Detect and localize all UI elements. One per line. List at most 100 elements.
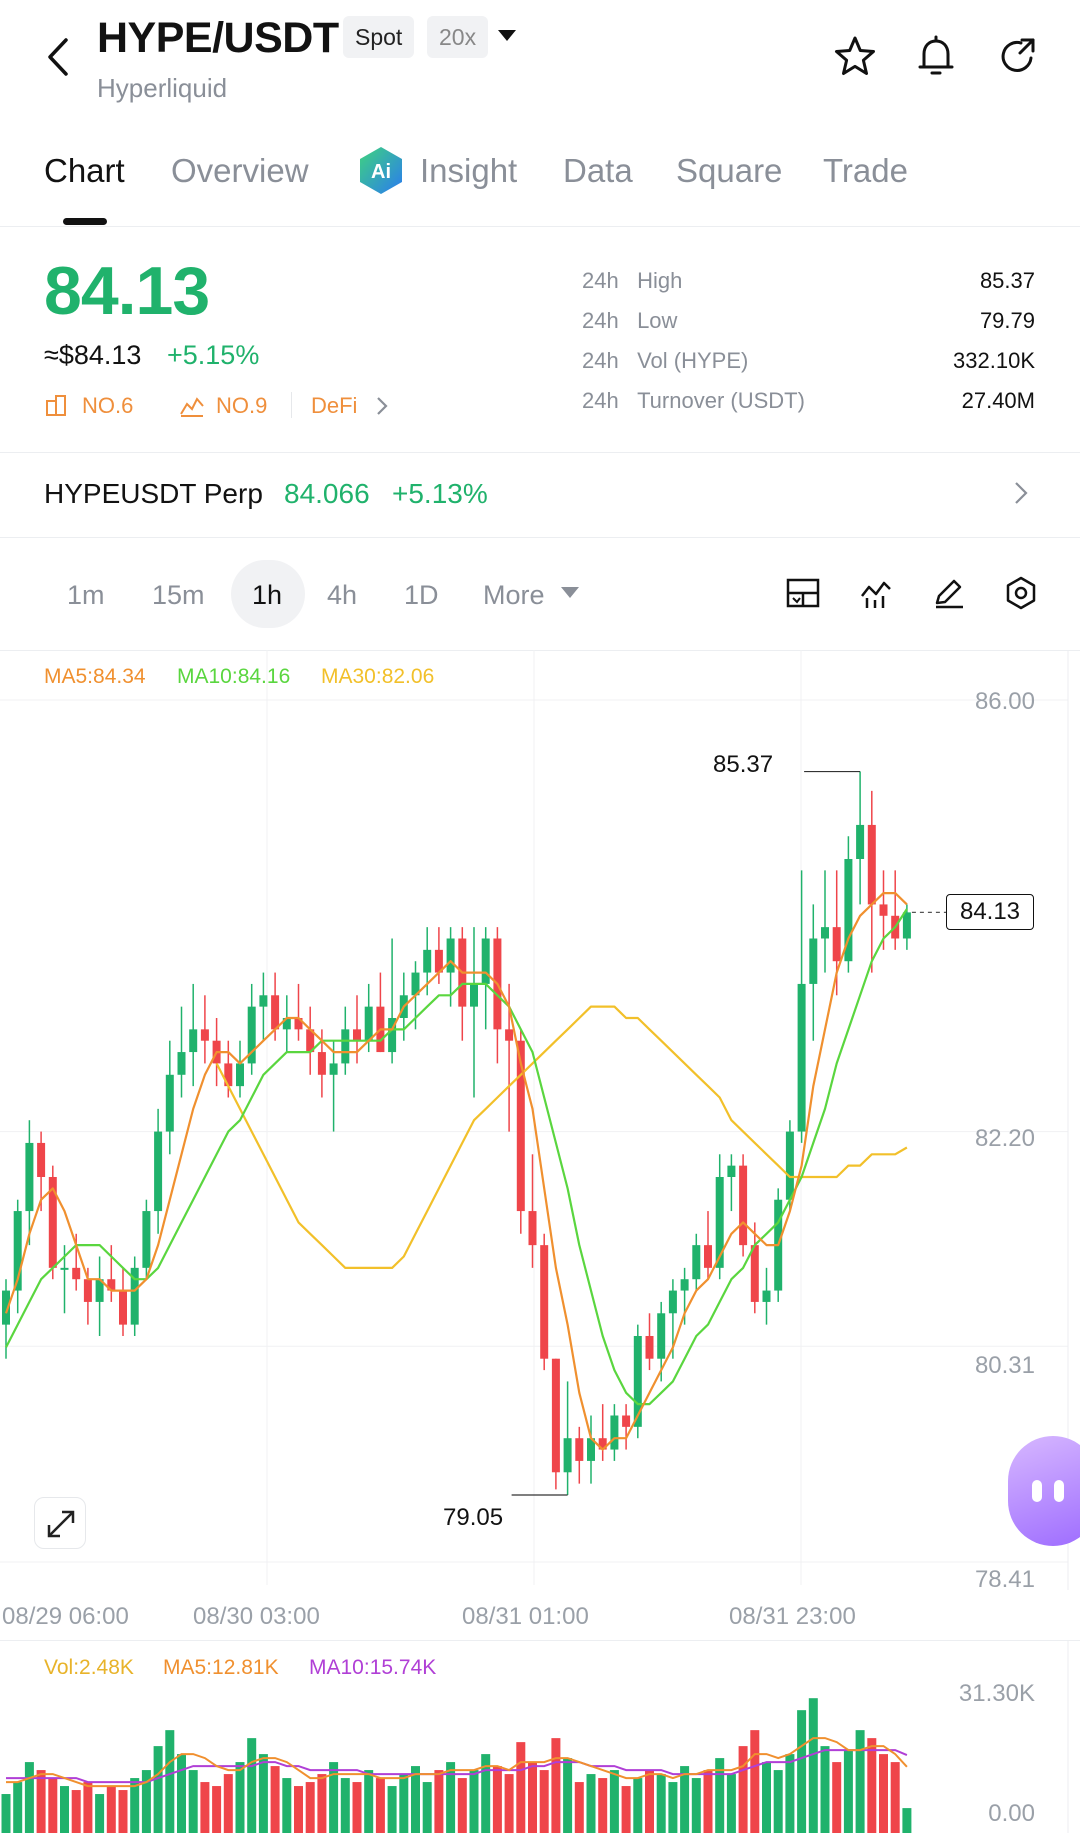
candle-body (224, 1063, 233, 1087)
exchange-subtitle: Hyperliquid (97, 73, 228, 103)
expand-icon (47, 1510, 75, 1538)
volume-bar (48, 1778, 58, 1833)
timeframe-active-bg (231, 560, 305, 628)
fullscreen-button[interactable] (34, 1497, 86, 1549)
candle-body (13, 1211, 22, 1291)
timeframe-4h[interactable]: 4h (327, 580, 358, 610)
last-price-tag: 84.13 (946, 894, 1034, 930)
share-button[interactable] (995, 34, 1039, 78)
rank-volume[interactable]: NO.9 (216, 393, 268, 418)
candle-body (165, 1074, 174, 1132)
active-tab-indicator (63, 218, 107, 225)
chevron-right-icon[interactable] (1013, 480, 1029, 506)
volume-bar (422, 1782, 432, 1833)
category-tag[interactable]: DeFi (311, 393, 358, 418)
market-type-badge[interactable]: Spot (343, 16, 415, 58)
volume-bar (574, 1782, 584, 1833)
perp-name[interactable]: HYPEUSDT Perp (44, 478, 263, 509)
candle-body (446, 938, 455, 973)
candle-body (809, 938, 818, 984)
volume-bar (539, 1770, 549, 1833)
volume-bar (106, 1786, 116, 1833)
volume-bar (703, 1770, 713, 1833)
alert-button[interactable] (914, 34, 958, 78)
candle-body (142, 1211, 151, 1268)
timeframe-15m[interactable]: 15m (152, 580, 205, 610)
candle-body (563, 1438, 572, 1473)
indicator-icon (786, 578, 820, 608)
volume-bar (528, 1762, 537, 1833)
favorite-button[interactable] (833, 34, 877, 78)
vol-ma10-legend: MA10:15.74K (309, 1656, 437, 1679)
candle-body (388, 1017, 397, 1053)
tab-trade[interactable]: Trade (823, 152, 908, 189)
volume-bar (621, 1786, 631, 1833)
ma30-line (215, 1005, 908, 1270)
tab-square[interactable]: Square (676, 152, 783, 189)
volume-bar (282, 1778, 292, 1833)
volume-bar (457, 1778, 467, 1833)
candle-body (25, 1142, 34, 1212)
divider (0, 226, 1080, 227)
chevron-down-icon[interactable] (498, 30, 516, 41)
pair-title: HYPE/USDT (97, 14, 339, 62)
volume-bar (71, 1790, 81, 1833)
ma5-line (4, 892, 908, 1451)
volume-bar (130, 1778, 140, 1833)
x-axis-label: 08/30 03:00 (193, 1603, 320, 1630)
chevron-right-icon[interactable] (375, 396, 389, 416)
rank-market-icon (45, 394, 69, 418)
candle-body (341, 1029, 350, 1064)
chart-type-button[interactable] (859, 576, 893, 610)
draw-button[interactable] (932, 576, 966, 610)
volume-bar (60, 1786, 69, 1833)
candle-body (715, 1176, 724, 1268)
candle-body (762, 1290, 771, 1302)
candle-body (282, 1017, 291, 1030)
stat-vol-label: 24h Vol (HYPE) (582, 348, 749, 373)
volume-bar (247, 1738, 257, 1833)
y-axis-label: 86.00 (974, 688, 1035, 715)
volume-bar (270, 1766, 280, 1833)
candle-body (200, 1029, 209, 1041)
leverage-badge[interactable]: 20x (427, 16, 489, 58)
chart-settings-button[interactable] (1004, 576, 1038, 610)
timeframe-1d[interactable]: 1D (404, 580, 439, 610)
candle-body (329, 1063, 338, 1075)
tab-overview[interactable]: Overview (171, 152, 309, 189)
candle-body (750, 1245, 759, 1302)
timeframe-1h[interactable]: 1h (252, 580, 283, 610)
perp-change: +5.13% (392, 478, 488, 509)
volume-bar (516, 1742, 526, 1833)
divider (0, 537, 1080, 538)
timeframe-1m[interactable]: 1m (67, 580, 105, 610)
rank-market-cap[interactable]: NO.6 (82, 393, 134, 418)
candlestick-chart[interactable] (0, 650, 1080, 1590)
tab-insight[interactable]: Insight (420, 152, 518, 189)
timeframe-more[interactable]: More (483, 580, 545, 610)
tab-data[interactable]: Data (563, 152, 633, 189)
bell-icon (918, 35, 954, 75)
volume-bar (329, 1762, 339, 1833)
candle-body (844, 858, 853, 962)
divider (0, 1640, 1080, 1641)
candle-body (587, 1438, 595, 1461)
share-icon (1001, 38, 1035, 72)
indicator-button[interactable] (786, 576, 820, 610)
tab-chart[interactable]: Chart (44, 152, 125, 189)
volume-bar (808, 1698, 818, 1833)
candle-body (95, 1279, 104, 1302)
assistant-bubble[interactable] (1008, 1436, 1080, 1546)
chevron-down-icon[interactable] (561, 587, 579, 598)
volume-bar (141, 1770, 151, 1833)
volume-bar (212, 1786, 222, 1833)
back-button[interactable] (40, 32, 80, 82)
volume-bar (24, 1762, 34, 1833)
candle-body (119, 1290, 127, 1325)
x-axis-label: 08/31 01:00 (462, 1603, 589, 1630)
volume-chart[interactable] (0, 1640, 1080, 1833)
volume-bar (551, 1738, 561, 1833)
vol-ma5-legend: MA5:12.81K (163, 1656, 279, 1679)
candle-body (680, 1279, 689, 1291)
